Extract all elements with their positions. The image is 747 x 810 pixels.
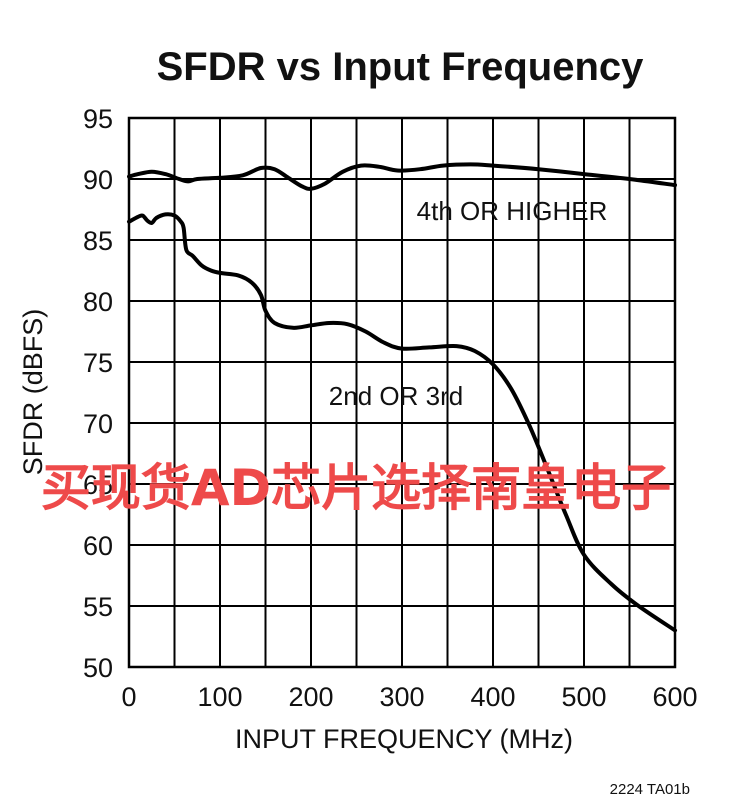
x-tick-label: 100 (197, 682, 242, 712)
y-tick-label: 95 (83, 104, 113, 134)
plot-grid (127, 116, 677, 669)
y-tick-label: 75 (83, 348, 113, 378)
x-tick-label: 500 (561, 682, 606, 712)
chart-title: SFDR vs Input Frequency (157, 45, 644, 89)
watermark-text: 买现货AD芯片选择南皇电子 (41, 459, 671, 517)
series-group (127, 162, 677, 633)
plot-frame (127, 116, 677, 669)
y-tick-labels: 50 55 60 65 70 75 80 85 90 95 (83, 104, 113, 683)
figure-id: 2224 TA01b (610, 781, 690, 798)
x-tick-label: 0 (121, 682, 136, 712)
y-tick-label: 85 (83, 226, 113, 256)
annotation-4th-or-higher: 4th OR HIGHER (417, 196, 608, 226)
x-tick-label: 400 (470, 682, 515, 712)
series-line-2nd-or-3rd (127, 212, 677, 633)
y-tick-label: 50 (83, 653, 113, 683)
y-tick-label: 65 (83, 470, 113, 500)
annotation-2nd-or-3rd: 2nd OR 3rd (329, 381, 463, 411)
x-tick-label: 300 (379, 682, 424, 712)
y-tick-label: 70 (83, 409, 113, 439)
x-tick-labels: 0 100 200 300 400 500 600 (121, 682, 697, 712)
y-axis-label: SFDR (dBFS) (18, 309, 48, 476)
y-tick-label: 80 (83, 287, 113, 317)
series-line-4th-or-higher (127, 162, 677, 191)
y-tick-label: 60 (83, 531, 113, 561)
y-tick-label: 55 (83, 592, 113, 622)
x-tick-label: 200 (288, 682, 333, 712)
x-axis-label: INPUT FREQUENCY (MHz) (235, 724, 573, 754)
y-tick-label: 90 (83, 165, 113, 195)
x-tick-label: 600 (652, 682, 697, 712)
